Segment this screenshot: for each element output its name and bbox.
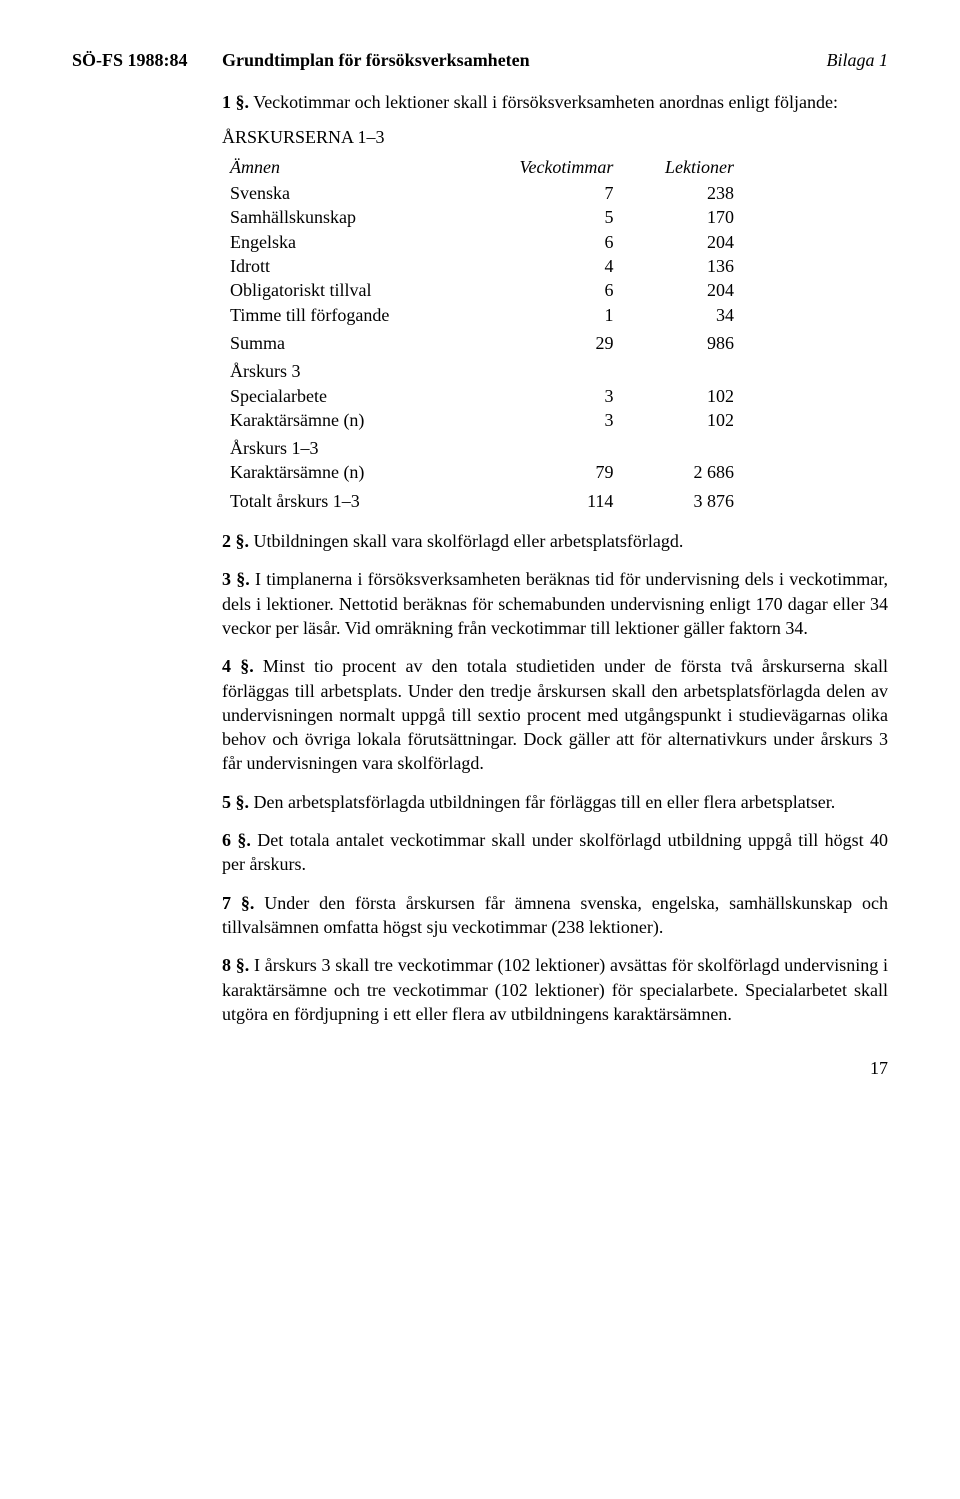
cell-l: 204 bbox=[621, 278, 742, 302]
cell-v: 6 bbox=[480, 278, 621, 302]
cell-v: 4 bbox=[480, 254, 621, 278]
cell-label: Idrott bbox=[222, 254, 480, 278]
cell-v: 3 bbox=[480, 408, 621, 432]
cell-label: Svenska bbox=[222, 181, 480, 205]
para-5-text: Den arbetsplatsförlagda utbildningen får… bbox=[254, 792, 836, 812]
para-7-number: 7 §. bbox=[222, 893, 254, 913]
table-row: Obligatoriskt tillval 6 204 bbox=[222, 278, 742, 302]
para-4: 4 §. Minst tio procent av den totala stu… bbox=[222, 654, 888, 775]
table-group-title-row: Årskurs 3 bbox=[222, 355, 742, 383]
table-row: Engelska 6 204 bbox=[222, 230, 742, 254]
table-row: Karaktärsämne (n) 79 2 686 bbox=[222, 460, 742, 484]
para-1-number: 1 §. bbox=[222, 92, 249, 112]
para-3-number: 3 §. bbox=[222, 569, 250, 589]
table-row: Svenska 7 238 bbox=[222, 181, 742, 205]
cell-l: 34 bbox=[621, 303, 742, 327]
cell-l: 986 bbox=[621, 327, 742, 355]
cell-v: 114 bbox=[480, 485, 621, 513]
cell-label: Totalt årskurs 1–3 bbox=[222, 485, 480, 513]
para-3: 3 §. I timplanerna i försöksverksamheten… bbox=[222, 567, 888, 640]
timplan-table: Ämnen Veckotimmar Lektioner Svenska 7 23… bbox=[222, 155, 742, 513]
col-amnen: Ämnen bbox=[222, 155, 480, 181]
para-6: 6 §. Det totala antalet veckotimmar skal… bbox=[222, 828, 888, 877]
page-number: 17 bbox=[72, 1056, 888, 1080]
section-arskurserna-title: ÅRSKURSERNA 1–3 bbox=[222, 125, 888, 149]
page-title: Grundtimplan för försöksverksamheten bbox=[222, 48, 827, 72]
para-7-text: Under den första årskursen får ämnena sv… bbox=[222, 893, 888, 937]
cell-label: Samhällskunskap bbox=[222, 205, 480, 229]
col-lektioner: Lektioner bbox=[621, 155, 742, 181]
cell-l: 2 686 bbox=[621, 460, 742, 484]
para-8-number: 8 §. bbox=[222, 955, 249, 975]
cell-v: 29 bbox=[480, 327, 621, 355]
para-8-text: I årskurs 3 skall tre veckotimmar (102 l… bbox=[222, 955, 888, 1024]
cell-label: Obligatoriskt tillval bbox=[222, 278, 480, 302]
cell-label: Specialarbete bbox=[222, 384, 480, 408]
para-5: 5 §. Den arbetsplatsförlagda utbildninge… bbox=[222, 790, 888, 814]
para-8: 8 §. I årskurs 3 skall tre veckotimmar (… bbox=[222, 953, 888, 1026]
cell-v: 6 bbox=[480, 230, 621, 254]
cell-l: 204 bbox=[621, 230, 742, 254]
para-3-text: I timplanerna i försöksverksamheten berä… bbox=[222, 569, 888, 638]
cell-v: 1 bbox=[480, 303, 621, 327]
cell-v: 3 bbox=[480, 384, 621, 408]
cell-l: 170 bbox=[621, 205, 742, 229]
cell-label: Engelska bbox=[222, 230, 480, 254]
para-4-text: Minst tio procent av den totala studieti… bbox=[222, 656, 888, 773]
cell-l: 238 bbox=[621, 181, 742, 205]
para-2: 2 §. Utbildningen skall vara skolförlagd… bbox=[222, 529, 888, 553]
col-veckotimmar: Veckotimmar bbox=[480, 155, 621, 181]
page-header: SÖ-FS 1988:84 Grundtimplan för försöksve… bbox=[72, 48, 888, 72]
cell-v: 7 bbox=[480, 181, 621, 205]
table-row: Specialarbete 3 102 bbox=[222, 384, 742, 408]
para-6-number: 6 §. bbox=[222, 830, 251, 850]
document-body: 1 §. Veckotimmar och lektioner skall i f… bbox=[222, 90, 888, 1026]
doc-reference: SÖ-FS 1988:84 bbox=[72, 48, 222, 72]
para-2-number: 2 §. bbox=[222, 531, 249, 551]
table-group-title-row: Årskurs 1–3 bbox=[222, 432, 742, 460]
cell-l: 102 bbox=[621, 384, 742, 408]
table-row: Timme till förfogande 1 34 bbox=[222, 303, 742, 327]
bilaga-label: Bilaga 1 bbox=[827, 48, 889, 72]
table-summa-row: Summa 29 986 bbox=[222, 327, 742, 355]
para-5-number: 5 §. bbox=[222, 792, 249, 812]
cell-v: 5 bbox=[480, 205, 621, 229]
table-row: Karaktärsämne (n) 3 102 bbox=[222, 408, 742, 432]
table-row: Idrott 4 136 bbox=[222, 254, 742, 278]
cell-label: Summa bbox=[222, 327, 480, 355]
cell-label: Karaktärsämne (n) bbox=[222, 408, 480, 432]
cell-label: Karaktärsämne (n) bbox=[222, 460, 480, 484]
cell-l: 3 876 bbox=[621, 485, 742, 513]
table-row: Samhällskunskap 5 170 bbox=[222, 205, 742, 229]
cell-l: 136 bbox=[621, 254, 742, 278]
intro-paragraph: 1 §. Veckotimmar och lektioner skall i f… bbox=[222, 90, 888, 114]
table-header-row: Ämnen Veckotimmar Lektioner bbox=[222, 155, 742, 181]
cell-l: 102 bbox=[621, 408, 742, 432]
para-7: 7 §. Under den första årskursen får ämne… bbox=[222, 891, 888, 940]
cell-v: 79 bbox=[480, 460, 621, 484]
para-6-text: Det totala antalet veckotimmar skall und… bbox=[222, 830, 888, 874]
group-arskurs13-title: Årskurs 1–3 bbox=[222, 432, 742, 460]
group-arskurs3-title: Årskurs 3 bbox=[222, 355, 742, 383]
para-1-text: Veckotimmar och lektioner skall i försök… bbox=[253, 92, 838, 112]
table-total-row: Totalt årskurs 1–3 114 3 876 bbox=[222, 485, 742, 513]
para-2-text: Utbildningen skall vara skolförlagd elle… bbox=[254, 531, 684, 551]
para-4-number: 4 §. bbox=[222, 656, 254, 676]
cell-label: Timme till förfogande bbox=[222, 303, 480, 327]
